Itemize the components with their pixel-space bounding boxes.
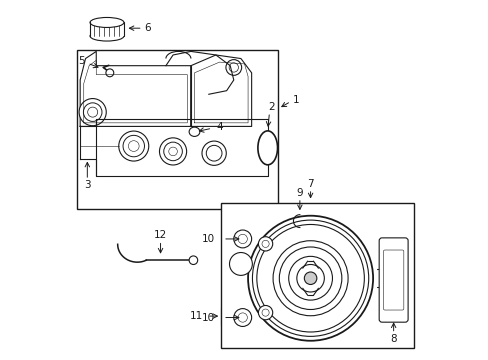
Circle shape bbox=[262, 309, 268, 316]
Circle shape bbox=[384, 308, 389, 313]
Text: 11: 11 bbox=[189, 311, 203, 321]
Text: 10: 10 bbox=[202, 234, 215, 244]
Text: 9: 9 bbox=[296, 188, 303, 198]
Circle shape bbox=[397, 247, 402, 252]
Circle shape bbox=[304, 272, 316, 284]
Circle shape bbox=[252, 220, 368, 336]
Ellipse shape bbox=[90, 18, 123, 27]
Bar bbox=[77, 50, 278, 208]
Text: 12: 12 bbox=[154, 230, 167, 240]
FancyBboxPatch shape bbox=[378, 238, 407, 322]
Text: 4: 4 bbox=[216, 122, 223, 132]
Circle shape bbox=[128, 141, 139, 152]
Circle shape bbox=[87, 107, 98, 117]
Circle shape bbox=[238, 234, 247, 244]
Bar bbox=[223, 310, 232, 322]
Circle shape bbox=[83, 103, 102, 121]
Circle shape bbox=[238, 313, 247, 322]
Circle shape bbox=[258, 237, 272, 251]
Circle shape bbox=[233, 230, 251, 248]
Circle shape bbox=[296, 265, 324, 292]
Circle shape bbox=[262, 240, 268, 247]
Circle shape bbox=[206, 145, 222, 161]
Text: 1: 1 bbox=[292, 95, 299, 105]
Circle shape bbox=[79, 99, 106, 126]
Text: 6: 6 bbox=[144, 23, 151, 33]
Circle shape bbox=[123, 135, 144, 157]
Text: 2: 2 bbox=[267, 102, 274, 112]
Bar bbox=[221, 203, 413, 348]
Text: 7: 7 bbox=[306, 179, 313, 189]
Circle shape bbox=[256, 225, 364, 332]
Ellipse shape bbox=[90, 31, 123, 41]
Ellipse shape bbox=[257, 131, 277, 165]
Polygon shape bbox=[80, 51, 190, 126]
Bar bbox=[221, 307, 234, 325]
Circle shape bbox=[229, 63, 238, 72]
Circle shape bbox=[225, 60, 241, 75]
Ellipse shape bbox=[189, 127, 200, 136]
Circle shape bbox=[229, 252, 252, 275]
Circle shape bbox=[202, 141, 226, 165]
FancyBboxPatch shape bbox=[383, 250, 403, 310]
Polygon shape bbox=[190, 55, 251, 126]
Circle shape bbox=[163, 142, 182, 161]
Bar bbox=[90, 22, 123, 36]
Circle shape bbox=[272, 241, 347, 316]
Circle shape bbox=[119, 131, 148, 161]
Text: 10: 10 bbox=[202, 312, 215, 323]
Circle shape bbox=[384, 247, 389, 252]
Circle shape bbox=[106, 69, 114, 77]
Circle shape bbox=[233, 309, 251, 327]
Circle shape bbox=[189, 256, 197, 265]
Circle shape bbox=[279, 247, 341, 310]
Polygon shape bbox=[80, 119, 267, 176]
Text: 8: 8 bbox=[389, 334, 396, 344]
Circle shape bbox=[247, 216, 372, 341]
Circle shape bbox=[288, 256, 332, 300]
Circle shape bbox=[397, 308, 402, 313]
Circle shape bbox=[168, 147, 177, 156]
Circle shape bbox=[258, 306, 272, 320]
Circle shape bbox=[159, 138, 186, 165]
Text: 3: 3 bbox=[84, 180, 90, 190]
Text: 5: 5 bbox=[79, 57, 85, 66]
Circle shape bbox=[390, 308, 395, 313]
